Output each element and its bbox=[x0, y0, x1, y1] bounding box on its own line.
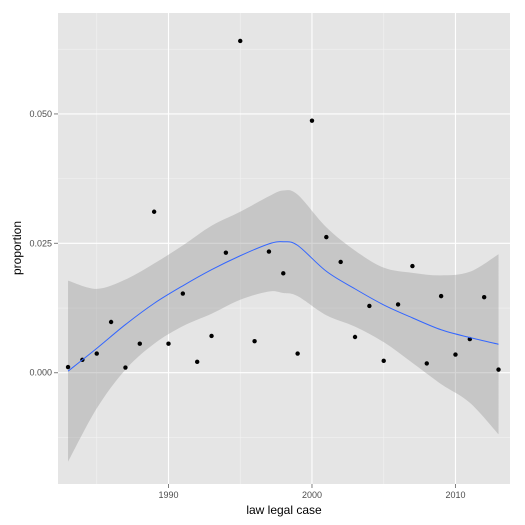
data-point bbox=[238, 38, 243, 44]
data-point bbox=[209, 333, 214, 339]
data-point bbox=[424, 361, 429, 366]
x-axis-ticks: 1990 2000 2010 bbox=[158, 484, 465, 500]
y-axis-ticks: 0.000 0.025 0.050 bbox=[29, 109, 58, 378]
data-point bbox=[123, 365, 128, 370]
data-point bbox=[481, 294, 487, 300]
data-point bbox=[151, 209, 157, 214]
data-point bbox=[309, 118, 315, 123]
smooth-line bbox=[67, 241, 499, 372]
data-point bbox=[453, 352, 458, 357]
data-point bbox=[166, 341, 171, 346]
x-tick-label: 2000 bbox=[302, 490, 322, 500]
data-point bbox=[137, 341, 142, 346]
confidence-band bbox=[68, 190, 499, 462]
data-point bbox=[281, 271, 286, 276]
data-points bbox=[65, 38, 501, 372]
data-point bbox=[496, 367, 501, 372]
minor-grid bbox=[58, 13, 510, 484]
plot-panel bbox=[58, 13, 510, 484]
y-axis-title: proportion bbox=[10, 221, 24, 275]
data-point bbox=[194, 359, 200, 365]
data-point bbox=[410, 263, 415, 269]
data-point bbox=[395, 302, 401, 307]
data-point bbox=[367, 303, 372, 309]
x-tick-label: 2010 bbox=[445, 490, 465, 500]
x-axis-title: law legal case bbox=[246, 503, 322, 517]
data-point bbox=[352, 334, 358, 340]
y-tick-label: 0.050 bbox=[29, 109, 52, 119]
data-point bbox=[338, 259, 343, 265]
data-point bbox=[180, 291, 186, 296]
data-point bbox=[438, 293, 444, 299]
data-point bbox=[295, 351, 300, 356]
x-tick-label: 1990 bbox=[158, 490, 178, 500]
data-point bbox=[94, 351, 99, 356]
data-point bbox=[252, 338, 257, 344]
major-grid bbox=[58, 13, 510, 484]
data-point bbox=[381, 358, 386, 364]
y-tick-label: 0.000 bbox=[29, 368, 52, 378]
data-point bbox=[324, 234, 329, 240]
data-point bbox=[266, 249, 272, 254]
y-tick-label: 0.025 bbox=[29, 238, 52, 248]
data-point bbox=[65, 364, 71, 370]
data-point bbox=[223, 250, 229, 255]
data-point bbox=[108, 319, 114, 325]
